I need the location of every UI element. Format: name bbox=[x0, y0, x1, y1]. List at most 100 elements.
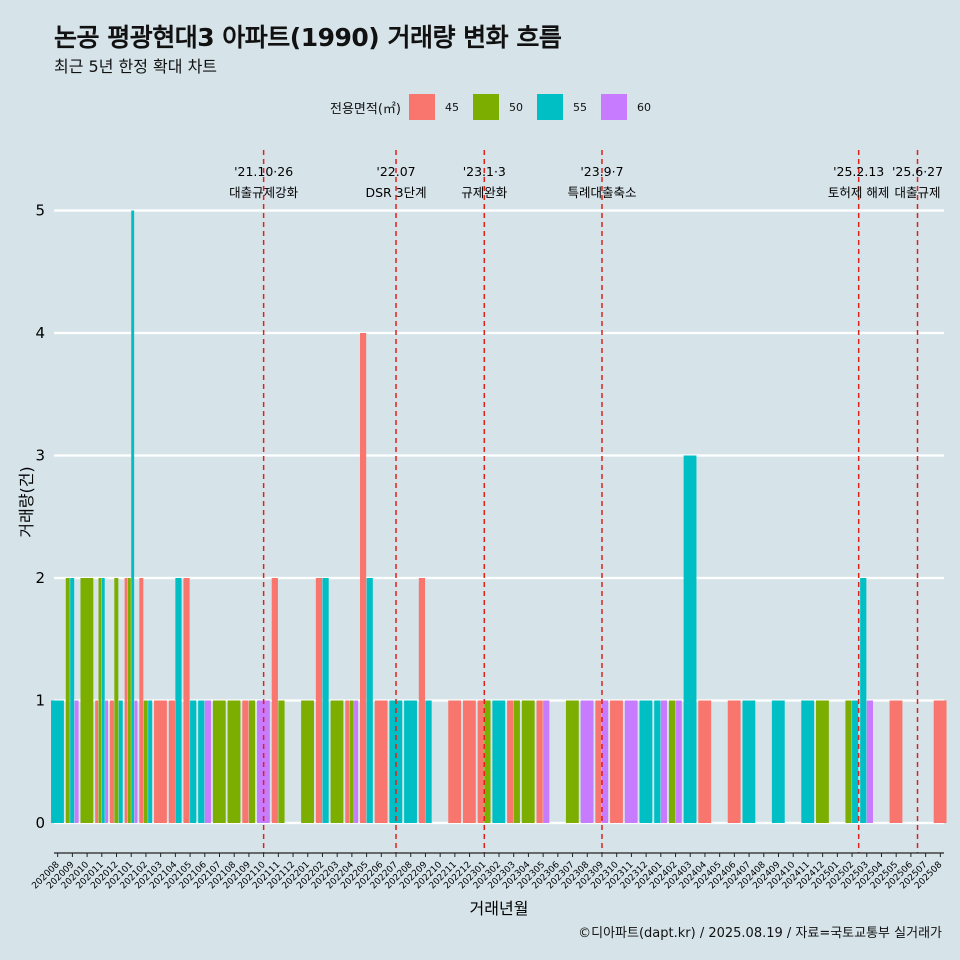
bar-202203-50 bbox=[330, 700, 344, 823]
bar-202304-50 bbox=[521, 700, 535, 823]
bar-202012-55 bbox=[118, 700, 123, 823]
legend-item-50: 50 bbox=[472, 94, 523, 120]
bar-202508-45 bbox=[933, 700, 947, 823]
legend-item-45: 45 bbox=[408, 94, 459, 120]
bar-202401-60 bbox=[660, 700, 668, 823]
legend-item-60: 60 bbox=[600, 94, 651, 120]
bar-202012-45 bbox=[109, 700, 114, 823]
bar-202403-55 bbox=[683, 455, 697, 823]
bar-202301-50 bbox=[484, 700, 491, 823]
bar-202402-50 bbox=[668, 700, 676, 823]
bar-202503-55 bbox=[860, 578, 867, 823]
bar-202302-55 bbox=[492, 700, 506, 823]
bar-202009-50 bbox=[65, 578, 70, 823]
bar-202107-50 bbox=[212, 700, 226, 823]
bar-202303-50 bbox=[513, 700, 520, 823]
bar-202108-50 bbox=[227, 700, 241, 823]
bar-202109-50 bbox=[248, 700, 256, 823]
bar-202011-55 bbox=[101, 578, 105, 823]
bar-202204-50 bbox=[349, 700, 354, 823]
bar-202305-45 bbox=[536, 700, 543, 823]
legend-title: 전용면적(㎡) bbox=[330, 101, 401, 117]
y-tick-label-0: 0 bbox=[35, 814, 45, 832]
y-axis-title: 거래량(건) bbox=[17, 466, 36, 537]
bar-202209-45 bbox=[418, 578, 426, 823]
bar-202308-60 bbox=[580, 700, 594, 823]
source-caption: ©디아파트(dapt.kr) / 2025.08.19 / 자료=국토교통부 실… bbox=[578, 926, 942, 941]
bar-202209-55 bbox=[425, 700, 432, 823]
bar-202106-60 bbox=[204, 700, 212, 823]
bar-202503-60 bbox=[866, 700, 873, 823]
bar-202204-60 bbox=[354, 700, 359, 823]
legend: 전용면적(㎡) 45 50 55 60 bbox=[330, 93, 665, 121]
bar-202505-45 bbox=[889, 700, 903, 823]
bar-202008-55 bbox=[51, 700, 64, 823]
bar-202102-45 bbox=[139, 578, 144, 823]
bar-202406-45 bbox=[727, 700, 741, 823]
bar-202303-45 bbox=[507, 700, 514, 823]
bar-202205-45 bbox=[359, 333, 367, 823]
bar-202101-60 bbox=[134, 700, 138, 823]
bar-202111-45 bbox=[271, 578, 278, 823]
legend-label-50: 50 bbox=[508, 100, 523, 114]
legend-key-55 bbox=[536, 94, 563, 120]
bar-202105-45 bbox=[183, 578, 190, 823]
chart-subtitle: 최근 5년 한정 확대 차트 bbox=[54, 57, 218, 76]
x-axis-title: 거래년월 bbox=[470, 899, 529, 918]
bar-202309-45 bbox=[595, 700, 602, 823]
event-date-label: '23.1·3 bbox=[463, 164, 506, 179]
bar-202310-45 bbox=[610, 700, 623, 823]
event-desc-label: 특례대출축소 bbox=[567, 185, 636, 200]
legend-key-45 bbox=[408, 94, 435, 120]
bar-202205-55 bbox=[366, 578, 373, 823]
y-tick-label-2: 2 bbox=[35, 569, 45, 587]
event-date-label: '22.07 bbox=[376, 164, 415, 179]
event-desc-label: 대출규제 bbox=[895, 185, 941, 200]
bar-202204-45 bbox=[345, 700, 350, 823]
event-date-label: '25.2.13 bbox=[833, 164, 884, 179]
y-axis: 0 1 2 3 4 5 bbox=[35, 202, 45, 833]
bar-202009-60 bbox=[74, 700, 79, 823]
bar-202111-50 bbox=[278, 700, 285, 823]
bar-202010-50 bbox=[80, 578, 94, 823]
bar-202502-55 bbox=[852, 700, 859, 823]
legend-label-60: 60 bbox=[636, 100, 651, 114]
bar-202101-45 bbox=[124, 578, 128, 823]
event-date-label: '25.6·27 bbox=[892, 164, 943, 179]
bars bbox=[51, 210, 947, 823]
bar-202309-60 bbox=[601, 700, 609, 823]
legend-label-45: 45 bbox=[444, 100, 459, 114]
bar-202009-55 bbox=[70, 578, 75, 823]
bar-202211-45 bbox=[448, 700, 462, 823]
chart-title: 논공 평광현대3 아파트(1990) 거래량 변화 흐름 bbox=[54, 23, 562, 52]
bar-202105-55 bbox=[190, 700, 197, 823]
bar-202312-55 bbox=[639, 700, 653, 823]
y-tick-label-5: 5 bbox=[35, 202, 45, 220]
bar-202212-45 bbox=[462, 700, 476, 823]
event-lines: '21.10·26 대출규제강화 '22.07 DSR 3단계 '23.1·3 규제완화 '… bbox=[229, 150, 943, 853]
bar-202104-55 bbox=[175, 578, 182, 823]
bar-202102-50 bbox=[143, 700, 148, 823]
bar-202109-45 bbox=[242, 700, 249, 823]
bar-202106-55 bbox=[198, 700, 205, 823]
bar-202208-55 bbox=[404, 700, 417, 823]
legend-key-50 bbox=[472, 94, 499, 120]
bar-202207-55 bbox=[389, 700, 403, 823]
bar-202307-50 bbox=[565, 700, 579, 823]
bar-202103-45 bbox=[154, 700, 167, 823]
bar-202104-45 bbox=[168, 700, 175, 823]
bar-202404-45 bbox=[698, 700, 712, 823]
event-desc-label: 규제완화 bbox=[461, 185, 508, 200]
event-desc-label: 토허제 해제 bbox=[828, 185, 889, 200]
bar-202110-60 bbox=[257, 700, 270, 823]
bar-202411-55 bbox=[801, 700, 815, 823]
bar-202202-55 bbox=[322, 578, 329, 823]
y-tick-label-1: 1 bbox=[35, 692, 45, 710]
bar-202101-55 bbox=[131, 210, 135, 823]
bar-202402-60 bbox=[675, 700, 682, 823]
y-tick-label-3: 3 bbox=[35, 447, 45, 465]
legend-label-55: 55 bbox=[572, 100, 587, 114]
event-date-label: '23.9·7 bbox=[580, 164, 623, 179]
bar-202202-45 bbox=[315, 578, 323, 823]
